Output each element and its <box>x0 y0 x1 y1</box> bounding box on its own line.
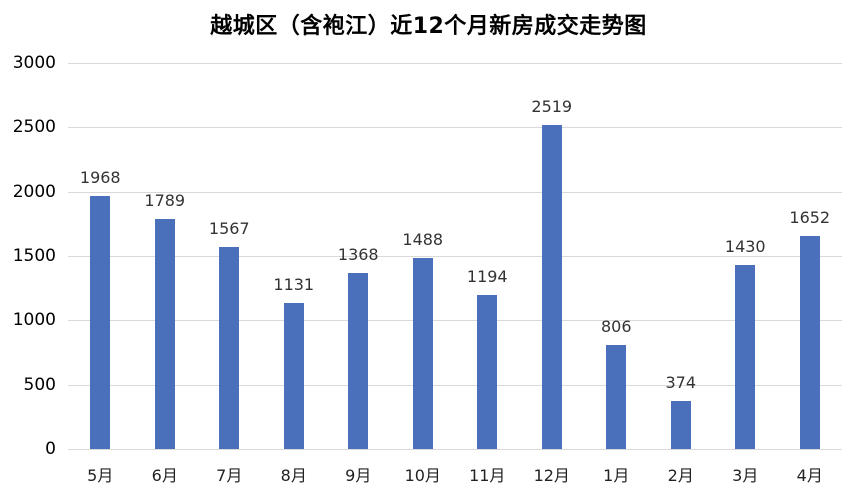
gridline <box>68 384 842 386</box>
bar <box>735 265 756 449</box>
bar <box>219 247 240 449</box>
x-tick-label: 8月 <box>280 466 307 485</box>
y-tick-label: 1500 <box>12 246 56 266</box>
bar <box>412 257 433 449</box>
bar <box>606 345 627 449</box>
x-tick-label: 6月 <box>151 466 178 485</box>
gridline <box>68 320 842 322</box>
gridline <box>68 191 842 193</box>
bar <box>348 272 369 449</box>
plot-area: 1968 1789 1567 1131 1368 1488 1194 2519 806 374 14… <box>68 63 842 450</box>
x-tick-label: 3月 <box>732 466 759 485</box>
data-label: 1968 <box>79 167 121 187</box>
x-tick-label: 5月 <box>87 466 114 485</box>
data-label: 1789 <box>144 190 186 210</box>
y-tick-label: 2000 <box>12 181 56 202</box>
y-tick-label: 3000 <box>12 53 56 73</box>
bar <box>477 295 498 449</box>
x-tick-label: 10月 <box>404 466 441 485</box>
x-tick-label: 2月 <box>667 466 694 485</box>
y-tick-label: 1000 <box>12 310 56 331</box>
y-tick-label: 0 <box>45 439 56 459</box>
x-tick-label: 7月 <box>216 466 243 485</box>
gridline <box>68 63 842 64</box>
bar <box>283 303 304 449</box>
chart-title: 越城区（含袍江）近12个月新房成交走势图 <box>210 14 647 39</box>
x-tick-label: 9月 <box>345 466 372 485</box>
data-label: 806 <box>600 317 632 337</box>
gridline <box>68 449 842 450</box>
bar <box>154 218 175 449</box>
data-label: 1488 <box>402 229 444 249</box>
data-label: 1567 <box>208 219 250 239</box>
y-tick-label: 500 <box>23 374 56 395</box>
data-label: 2519 <box>531 96 573 116</box>
data-label: 1368 <box>337 244 379 264</box>
bar <box>670 400 691 449</box>
y-tick-label: 2500 <box>12 117 56 138</box>
data-label: 1430 <box>724 237 766 256</box>
x-tick-label: 4月 <box>796 466 823 485</box>
gridline <box>68 256 842 257</box>
data-label: 1194 <box>466 267 508 287</box>
data-label: 1652 <box>789 208 831 228</box>
x-tick-label: 12月 <box>533 466 570 485</box>
data-label: 1131 <box>273 275 315 295</box>
bar <box>90 195 111 449</box>
x-tick-label: 1月 <box>603 466 630 485</box>
gridline <box>68 127 842 129</box>
bar <box>799 236 820 449</box>
x-tick-label: 11月 <box>469 466 506 485</box>
data-label: 374 <box>665 372 697 392</box>
bar <box>541 124 562 449</box>
